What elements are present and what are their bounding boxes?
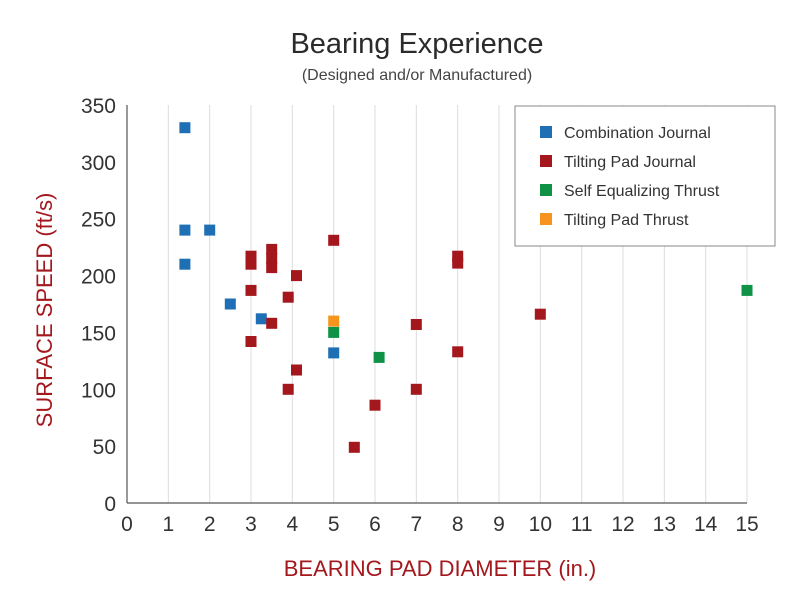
- data-point-tilting-pad-journal: [410, 383, 422, 395]
- x-tick-label: 3: [245, 513, 257, 536]
- legend: Combination Journal Tilting Pad Journal Se…: [514, 105, 776, 247]
- data-point-tilting-pad-journal: [369, 399, 381, 411]
- x-tick-label: 6: [369, 513, 381, 536]
- data-point-self-equalizing-thrust: [373, 351, 385, 363]
- legend-swatch-tilting-pad-journal: [540, 155, 552, 167]
- data-point-combination-journal: [179, 224, 191, 236]
- data-point-tilting-pad-journal: [348, 441, 360, 453]
- data-point-combination-journal: [179, 258, 191, 270]
- data-point-combination-journal: [179, 122, 191, 134]
- data-point-tilting-pad-journal: [282, 291, 294, 303]
- data-point-tilting-pad-journal: [266, 253, 278, 264]
- y-tick-label: 350: [81, 95, 116, 118]
- y-tick-label: 50: [93, 436, 116, 459]
- y-tick-label: 250: [81, 209, 116, 232]
- x-tick-label: 15: [735, 513, 758, 536]
- legend-label-self-equalizing-thrust: Self Equalizing Thrust: [564, 183, 720, 200]
- x-tick-labels: 0 1 2 3 4 5 6 7 8 9 10 11 12 13 14 15: [121, 513, 759, 536]
- data-point-self-equalizing-thrust: [741, 284, 753, 296]
- data-point-tilting-pad-journal: [245, 336, 257, 347]
- data-point-combination-journal: [224, 298, 236, 310]
- x-tick-label: 14: [694, 513, 718, 536]
- x-axis-label: BEARING PAD DIAMETER (in.): [284, 556, 597, 581]
- data-point-tilting-pad-journal: [245, 284, 257, 296]
- data-point-tilting-pad-journal: [410, 319, 422, 330]
- x-tick-label: 7: [410, 513, 422, 536]
- y-tick-label: 200: [81, 266, 116, 289]
- data-point-combination-journal: [204, 224, 216, 236]
- y-tick-label: 0: [104, 493, 116, 516]
- x-tick-label: 11: [571, 513, 593, 536]
- x-tick-label: 9: [493, 513, 505, 536]
- x-tick-label: 13: [653, 513, 676, 536]
- y-tick-label: 150: [81, 322, 116, 345]
- data-point-tilting-pad-journal: [266, 243, 278, 255]
- legend-label-tilting-pad-journal: Tilting Pad Journal: [564, 154, 696, 171]
- x-tick-label: 4: [286, 513, 298, 536]
- legend-swatch-tilting-pad-thrust: [540, 213, 552, 225]
- data-point-tilting-pad-journal: [291, 270, 302, 282]
- legend-swatch-combination-journal: [540, 126, 552, 138]
- data-point-tilting-pad-journal: [534, 308, 546, 320]
- chart-title: Bearing Experience: [290, 28, 543, 60]
- legend-swatch-self-equalizing-thrust: [540, 184, 552, 196]
- data-point-combination-journal: [255, 313, 267, 325]
- data-point-tilting-pad-journal: [452, 346, 464, 358]
- x-tick-label: 2: [204, 513, 216, 536]
- data-point-tilting-pad-journal: [266, 262, 278, 274]
- x-tick-label: 12: [611, 513, 634, 536]
- data-point-self-equalizing-thrust: [328, 326, 340, 338]
- chart-subtitle: (Designed and/or Manufactured): [302, 67, 532, 84]
- data-point-combination-journal: [328, 347, 340, 359]
- data-point-tilting-pad-journal: [452, 250, 464, 262]
- y-axis-label: SURFACE SPEED (ft/s): [32, 193, 57, 428]
- legend-label-tilting-pad-thrust: Tilting Pad Thrust: [564, 212, 689, 229]
- y-tick-labels: 0 50 100 150 200 250 300 350: [81, 95, 116, 516]
- data-points: [179, 122, 753, 453]
- y-tick-label: 300: [81, 152, 116, 175]
- x-tick-label: 5: [328, 513, 340, 536]
- x-tick-label: 10: [529, 513, 552, 536]
- data-point-tilting-pad-journal: [245, 250, 257, 262]
- y-tick-label: 100: [81, 379, 116, 402]
- legend-box: [514, 105, 776, 247]
- x-tick-label: 0: [121, 513, 133, 536]
- x-tick-label: 8: [452, 513, 464, 536]
- data-point-tilting-pad-journal: [328, 234, 340, 246]
- data-point-tilting-pad-journal: [291, 364, 302, 376]
- axes: [126, 105, 747, 504]
- data-point-tilting-pad-journal: [266, 317, 278, 329]
- legend-label-combination-journal: Combination Journal: [564, 125, 711, 142]
- data-point-tilting-pad-journal: [452, 257, 464, 269]
- data-point-tilting-pad-journal: [282, 383, 294, 395]
- data-point-tilting-pad-thrust: [328, 315, 340, 327]
- data-point-tilting-pad-journal: [245, 258, 257, 270]
- x-tick-label: 1: [162, 513, 174, 536]
